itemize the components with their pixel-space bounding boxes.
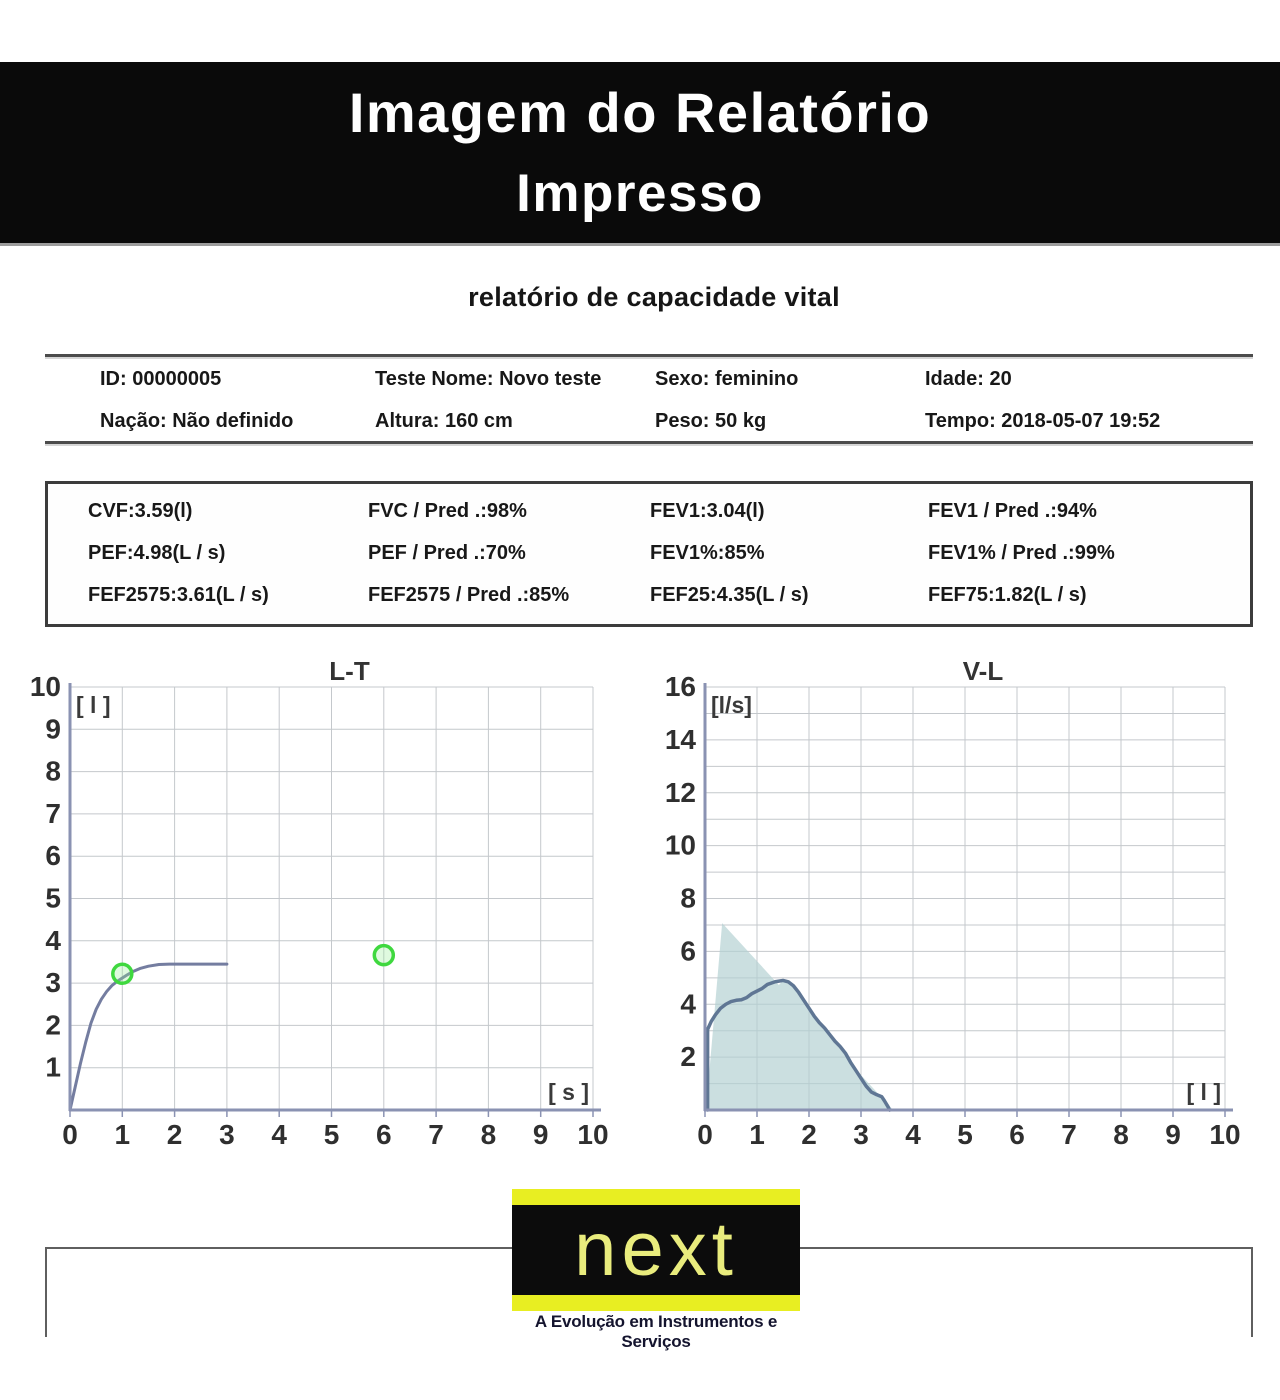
result-cvf: CVF:3.59(l) [88, 500, 193, 522]
result-fef2575: FEF2575:3.61(L / s) [88, 584, 269, 606]
logo-brand-text: next [574, 1207, 738, 1292]
result-fvc-pred: FVC / Pred .:98% [368, 500, 527, 522]
result-fev1: FEV1:3.04(l) [650, 500, 765, 522]
svg-text:10: 10 [577, 1119, 608, 1150]
svg-text:3: 3 [45, 967, 61, 998]
logo-black-box: next [512, 1205, 800, 1295]
svg-text:4: 4 [45, 925, 61, 956]
svg-text:12: 12 [665, 777, 696, 808]
svg-text:1: 1 [45, 1052, 61, 1083]
svg-text:10: 10 [1209, 1119, 1240, 1150]
svg-text:7: 7 [45, 798, 61, 829]
svg-text:2: 2 [801, 1119, 817, 1150]
svg-text:L-T: L-T [329, 658, 370, 686]
svg-text:7: 7 [428, 1119, 444, 1150]
banner-bottom-edge [0, 243, 1280, 246]
volume-time-curve [68, 962, 229, 1112]
next-logo: next [512, 1189, 800, 1311]
svg-text:8: 8 [1113, 1119, 1129, 1150]
svg-text:8: 8 [481, 1119, 497, 1150]
report-title: relatório de capacidade vital [468, 282, 840, 312]
svg-text:8: 8 [45, 756, 61, 787]
svg-text:0: 0 [62, 1119, 78, 1150]
result-fef25: FEF25:4.35(L / s) [650, 584, 809, 606]
svg-text:[ s ]: [ s ] [548, 1079, 589, 1105]
svg-text:2: 2 [167, 1119, 183, 1150]
svg-text:1: 1 [749, 1119, 765, 1150]
svg-text:2: 2 [680, 1041, 696, 1072]
result-fef75: FEF75:1.82(L / s) [928, 584, 1087, 606]
flow-volume-curve [705, 978, 892, 1112]
svg-text:14: 14 [665, 724, 696, 755]
patient-id: ID: 00000005 [100, 368, 222, 390]
results-box [45, 481, 1253, 627]
svg-text:10: 10 [30, 671, 61, 702]
svg-text:9: 9 [1165, 1119, 1181, 1150]
test-name: Teste Nome: Novo teste [375, 368, 602, 390]
svg-text:[ l ]: [ l ] [76, 692, 111, 718]
banner-title-line2: Impresso [516, 164, 764, 223]
svg-text:[ l ]: [ l ] [1187, 1079, 1222, 1105]
svg-text:[l/s]: [l/s] [711, 692, 752, 718]
report-banner: Imagem do Relatório Impresso [0, 62, 1280, 243]
measurement-markers [372, 943, 396, 967]
svg-text:5: 5 [45, 883, 61, 914]
svg-text:4: 4 [905, 1119, 921, 1150]
svg-text:10: 10 [665, 830, 696, 861]
svg-text:4: 4 [680, 988, 696, 1019]
svg-text:6: 6 [45, 840, 61, 871]
patient-age: Idade: 20 [925, 368, 1012, 390]
patient-nation: Nação: Não definido [100, 410, 294, 432]
result-fev1pct-pred: FEV1% / Pred .:99% [928, 542, 1115, 564]
svg-text:6: 6 [1009, 1119, 1025, 1150]
svg-text:9: 9 [45, 713, 61, 744]
predicted-envelope [706, 923, 894, 1110]
svg-text:V-L: V-L [963, 658, 1004, 686]
svg-text:8: 8 [680, 883, 696, 914]
result-fev1-pred: FEV1 / Pred .:94% [928, 500, 1097, 522]
svg-text:5: 5 [324, 1119, 340, 1150]
separator-line-bottom [45, 441, 1253, 444]
banner-title-line1: Imagem do Relatório [348, 81, 932, 144]
patient-height: Altura: 160 cm [375, 410, 513, 432]
svg-text:0: 0 [697, 1119, 713, 1150]
separator-line-top [45, 354, 1253, 357]
logo-tagline: A Evolução em Instrumentos e Serviços [534, 1312, 778, 1351]
vl-flow-volume-chart: 0 1 2 3 4 5 6 7 8 9 10 2 4 6 8 10 12 14 16 V-L [l/s][ l ] [665, 656, 1280, 1158]
svg-text:6: 6 [376, 1119, 392, 1150]
measurement-markers [111, 962, 134, 986]
result-fef2575-pred: FEF2575 / Pred .:85% [368, 584, 570, 606]
result-pef: PEF:4.98(L / s) [88, 542, 226, 564]
volume-time-svg: 0 1 2 3 4 5 6 7 8 9 10 1 2 3 4 5 6 7 8 9 10 L-T [ l ] [ s ] [30, 656, 609, 1150]
svg-text:16: 16 [665, 671, 696, 702]
svg-text:4: 4 [271, 1119, 287, 1150]
svg-text:6: 6 [680, 935, 696, 966]
logo-yellow-band-bottom [512, 1295, 800, 1311]
svg-text:7: 7 [1061, 1119, 1077, 1150]
logo-yellow-band-top [512, 1189, 800, 1205]
svg-text:1: 1 [115, 1119, 131, 1150]
result-pef-pred: PEF / Pred .:70% [368, 542, 526, 564]
test-time: Tempo: 2018-05-07 19:52 [925, 410, 1161, 432]
svg-text:9: 9 [533, 1119, 549, 1150]
result-fev1pct: FEV1%:85% [650, 542, 765, 564]
patient-sex: Sexo: feminino [655, 368, 799, 390]
svg-text:2: 2 [45, 1009, 61, 1040]
svg-text:3: 3 [219, 1119, 235, 1150]
lt-volume-time-chart: 0 1 2 3 4 5 6 7 8 9 10 1 2 3 4 5 6 7 8 9 10 L-T [ l ] [ s ] [30, 656, 655, 1158]
svg-text:5: 5 [957, 1119, 973, 1150]
patient-weight: Peso: 50 kg [655, 410, 767, 432]
svg-text:3: 3 [853, 1119, 869, 1150]
